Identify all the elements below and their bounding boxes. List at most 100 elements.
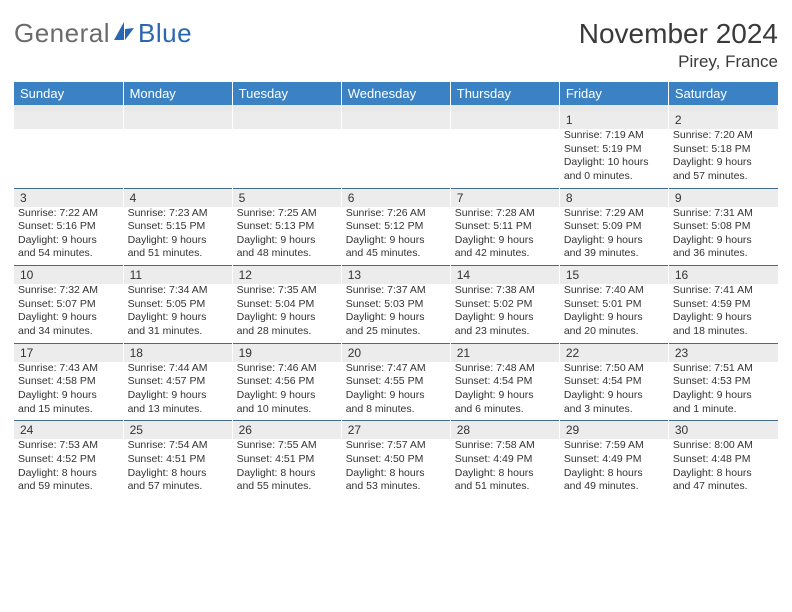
day-cell: Sunrise: 7:59 AMSunset: 4:49 PMDaylight:… (559, 439, 668, 498)
day-cell: Sunrise: 7:22 AMSunset: 5:16 PMDaylight:… (14, 207, 123, 266)
info: Daylight: 9 hours (346, 311, 446, 325)
info: Daylight: 9 hours (673, 389, 774, 403)
daynum-row: 12 (14, 111, 778, 129)
info: Sunrise: 7:20 AM (673, 129, 774, 143)
info: and 18 minutes. (673, 325, 774, 339)
info: Daylight: 9 hours (564, 234, 664, 248)
info: Sunset: 5:07 PM (18, 298, 119, 312)
day-number: 24 (14, 421, 123, 439)
info: Daylight: 9 hours (455, 234, 555, 248)
info: Sunset: 4:49 PM (564, 453, 664, 467)
info: Sunset: 4:55 PM (346, 375, 446, 389)
day-number (450, 111, 559, 129)
day-number: 5 (232, 189, 341, 207)
daynum-row: 3456789 (14, 189, 778, 207)
day-number: 19 (232, 344, 341, 362)
info: and 8 minutes. (346, 403, 446, 417)
info: and 10 minutes. (237, 403, 337, 417)
day-header: Wednesday (341, 82, 450, 105)
info: Sunset: 4:57 PM (128, 375, 228, 389)
day-cell: Sunrise: 7:19 AMSunset: 5:19 PMDaylight:… (559, 129, 668, 188)
day-cell: Sunrise: 7:55 AMSunset: 4:51 PMDaylight:… (232, 439, 341, 498)
info: Daylight: 9 hours (455, 311, 555, 325)
day-number: 29 (559, 421, 668, 439)
title-block: November 2024 Pirey, France (579, 18, 778, 72)
day-header: Monday (123, 82, 232, 105)
day-cell: Sunrise: 7:41 AMSunset: 4:59 PMDaylight:… (668, 284, 777, 343)
day-header: Tuesday (232, 82, 341, 105)
info: Daylight: 8 hours (564, 467, 664, 481)
logo-general: General (14, 18, 110, 49)
info: and 0 minutes. (564, 170, 664, 184)
week-row: Sunrise: 7:22 AMSunset: 5:16 PMDaylight:… (14, 207, 778, 266)
day-header-row: Sunday Monday Tuesday Wednesday Thursday… (14, 82, 778, 105)
info: Daylight: 8 hours (346, 467, 446, 481)
info: Sunset: 5:02 PM (455, 298, 555, 312)
daynum-row: 10111213141516 (14, 266, 778, 284)
info: and 13 minutes. (128, 403, 228, 417)
day-number: 8 (559, 189, 668, 207)
info: Daylight: 9 hours (673, 234, 774, 248)
info: Daylight: 9 hours (564, 311, 664, 325)
info: Sunset: 4:54 PM (455, 375, 555, 389)
info: Daylight: 8 hours (237, 467, 337, 481)
info: Sunrise: 7:44 AM (128, 362, 228, 376)
logo: General Blue (14, 18, 192, 49)
info: Sunrise: 7:25 AM (237, 207, 337, 221)
info: Daylight: 9 hours (673, 311, 774, 325)
info: and 25 minutes. (346, 325, 446, 339)
daynum-row: 17181920212223 (14, 344, 778, 362)
info: Sunset: 5:05 PM (128, 298, 228, 312)
day-cell: Sunrise: 7:34 AMSunset: 5:05 PMDaylight:… (123, 284, 232, 343)
info: Sunrise: 7:50 AM (564, 362, 664, 376)
info: Sunrise: 7:40 AM (564, 284, 664, 298)
info: Daylight: 9 hours (237, 311, 337, 325)
day-number: 10 (14, 266, 123, 284)
info: Sunset: 4:51 PM (128, 453, 228, 467)
calendar-page: General Blue November 2024 Pirey, France… (0, 0, 792, 508)
info: Sunrise: 7:59 AM (564, 439, 664, 453)
day-cell (123, 129, 232, 188)
info: Sunrise: 7:54 AM (128, 439, 228, 453)
week-row: Sunrise: 7:43 AMSunset: 4:58 PMDaylight:… (14, 362, 778, 421)
info: Sunset: 5:11 PM (455, 220, 555, 234)
info: and 45 minutes. (346, 247, 446, 261)
info: Sunrise: 7:37 AM (346, 284, 446, 298)
info: Sunset: 5:01 PM (564, 298, 664, 312)
day-number: 12 (232, 266, 341, 284)
day-cell: Sunrise: 7:48 AMSunset: 4:54 PMDaylight:… (450, 362, 559, 421)
info: Daylight: 10 hours (564, 156, 664, 170)
day-cell: Sunrise: 7:31 AMSunset: 5:08 PMDaylight:… (668, 207, 777, 266)
day-number: 2 (668, 111, 777, 129)
day-number: 6 (341, 189, 450, 207)
info: Sunset: 4:58 PM (18, 375, 119, 389)
info: Sunset: 4:54 PM (564, 375, 664, 389)
day-number: 11 (123, 266, 232, 284)
day-header: Thursday (450, 82, 559, 105)
info: Daylight: 9 hours (237, 389, 337, 403)
info: Sunset: 5:19 PM (564, 143, 664, 157)
day-cell: Sunrise: 7:20 AMSunset: 5:18 PMDaylight:… (668, 129, 777, 188)
info: Daylight: 9 hours (237, 234, 337, 248)
info: and 59 minutes. (18, 480, 119, 494)
info: Sunrise: 7:46 AM (237, 362, 337, 376)
info: Sunrise: 7:35 AM (237, 284, 337, 298)
day-number: 18 (123, 344, 232, 362)
day-cell (341, 129, 450, 188)
info: Sunrise: 7:31 AM (673, 207, 774, 221)
info: and 57 minutes. (128, 480, 228, 494)
info: and 15 minutes. (18, 403, 119, 417)
info: and 36 minutes. (673, 247, 774, 261)
info: Sunset: 4:53 PM (673, 375, 774, 389)
day-cell: Sunrise: 7:44 AMSunset: 4:57 PMDaylight:… (123, 362, 232, 421)
info: Sunset: 5:13 PM (237, 220, 337, 234)
info: Sunrise: 7:34 AM (128, 284, 228, 298)
day-cell: Sunrise: 7:54 AMSunset: 4:51 PMDaylight:… (123, 439, 232, 498)
day-cell: Sunrise: 7:32 AMSunset: 5:07 PMDaylight:… (14, 284, 123, 343)
info: Sunrise: 7:22 AM (18, 207, 119, 221)
day-number: 22 (559, 344, 668, 362)
day-number: 9 (668, 189, 777, 207)
month-title: November 2024 (579, 18, 778, 50)
day-number: 15 (559, 266, 668, 284)
day-cell: Sunrise: 7:35 AMSunset: 5:04 PMDaylight:… (232, 284, 341, 343)
